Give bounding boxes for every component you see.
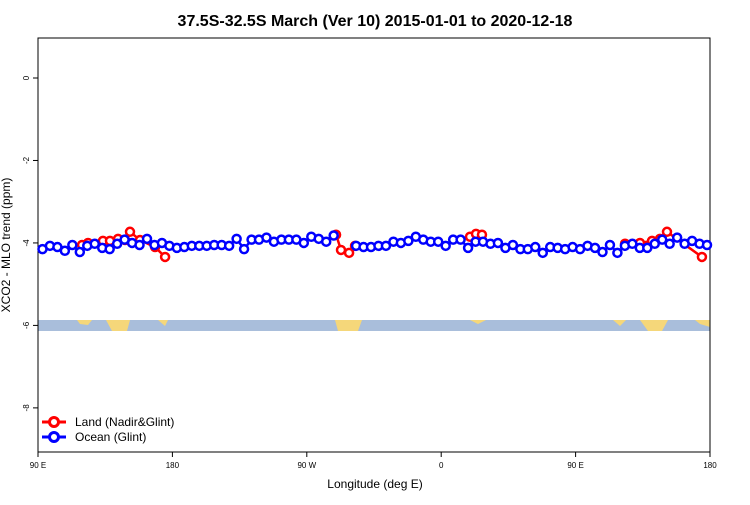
data-point [74,246,86,258]
data-point [328,230,339,241]
data-point [462,242,474,254]
data-point [507,239,519,251]
data-point [432,236,444,247]
data-point [111,238,123,250]
data-point [701,239,713,251]
data-point [335,244,347,256]
data-point [380,240,392,252]
data-point [589,242,601,254]
data-point [661,226,673,238]
legend: Land (Nadir&Glint) Ocean (Glint) [42,415,174,444]
data-point [604,239,616,251]
x-tick-label: 180 [166,461,180,470]
y-tick-label: -6 [22,321,31,329]
data-point [59,245,71,257]
data-point [238,243,250,255]
y-axis-label: XCO2 - MLO trend (ppm) [0,178,13,313]
y-tick-label: 0 [22,75,31,80]
chart-title: 37.5S-32.5S March (Ver 10) 2015-01-01 to… [178,13,573,30]
data-point [89,238,100,250]
data-point [612,247,623,259]
data-point [440,240,451,252]
data-point [223,240,235,252]
data-point [320,236,332,247]
x-tick-label: 180 [703,461,717,470]
legend-marker [48,431,60,443]
x-tick-label: 90 W [297,461,316,470]
x-tick-label: 0 [439,461,444,470]
x-tick-label: 90 E [567,461,583,470]
map-strip [38,320,710,331]
data-point [455,234,466,245]
data-point [124,226,136,238]
data-point [627,238,638,250]
data-point [696,251,708,263]
land-shapes [77,320,710,331]
legend-marker [48,416,60,428]
data-point [298,237,310,249]
x-tick-label: 90 E [30,461,46,470]
data-point [67,239,78,251]
data-point [671,232,683,243]
data-point [104,243,115,255]
data-point [141,233,153,245]
data-point [642,242,653,254]
y-tick-label: -8 [22,404,31,412]
data-point [231,233,242,245]
data-point [159,251,171,263]
data-point [343,247,355,259]
data-point [649,238,660,250]
legend-label: Land (Nadir&Glint) [75,415,174,429]
data-point [403,235,414,247]
data-point [134,239,145,251]
data-point [537,247,548,259]
data-point [656,234,668,245]
y-tick-label: -4 [22,239,31,247]
data-point [492,237,504,249]
data-point [261,232,272,243]
legend-label: Ocean (Glint) [75,430,146,444]
x-axis-label: Longitude (deg E) [327,477,422,491]
data-point [597,246,608,258]
ocean-strip [38,320,710,331]
data-point [664,238,675,250]
y-tick-label: -2 [22,156,31,164]
data-point [530,241,541,253]
